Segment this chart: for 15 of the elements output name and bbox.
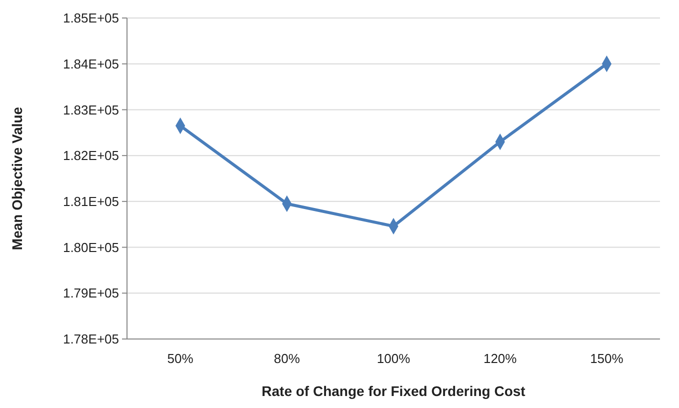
y-tick-label: 1.83E+05 (62, 102, 119, 118)
x-tick-label: 80% (274, 351, 300, 366)
y-tick-label: 1.80E+05 (62, 240, 119, 255)
y-tick-label: 1.79E+05 (62, 286, 119, 301)
y-tick-label: 1.85E+05 (62, 10, 119, 26)
x-tick-label: 150% (590, 351, 624, 366)
x-tick-label: 100% (376, 351, 411, 366)
x-tick-label: 120% (483, 351, 518, 366)
y-tick-label: 1.81E+05 (62, 194, 119, 209)
y-tick-label: 1.84E+05 (62, 56, 119, 72)
x-axis-title: Rate of Change for Fixed Ordering Cost (262, 383, 526, 399)
y-axis-title: Mean Objective Value (9, 106, 25, 250)
x-tick-label: 50% (167, 351, 194, 366)
y-tick-label: 1.82E+05 (62, 148, 119, 164)
y-tick-label: 1.78E+05 (62, 332, 119, 347)
